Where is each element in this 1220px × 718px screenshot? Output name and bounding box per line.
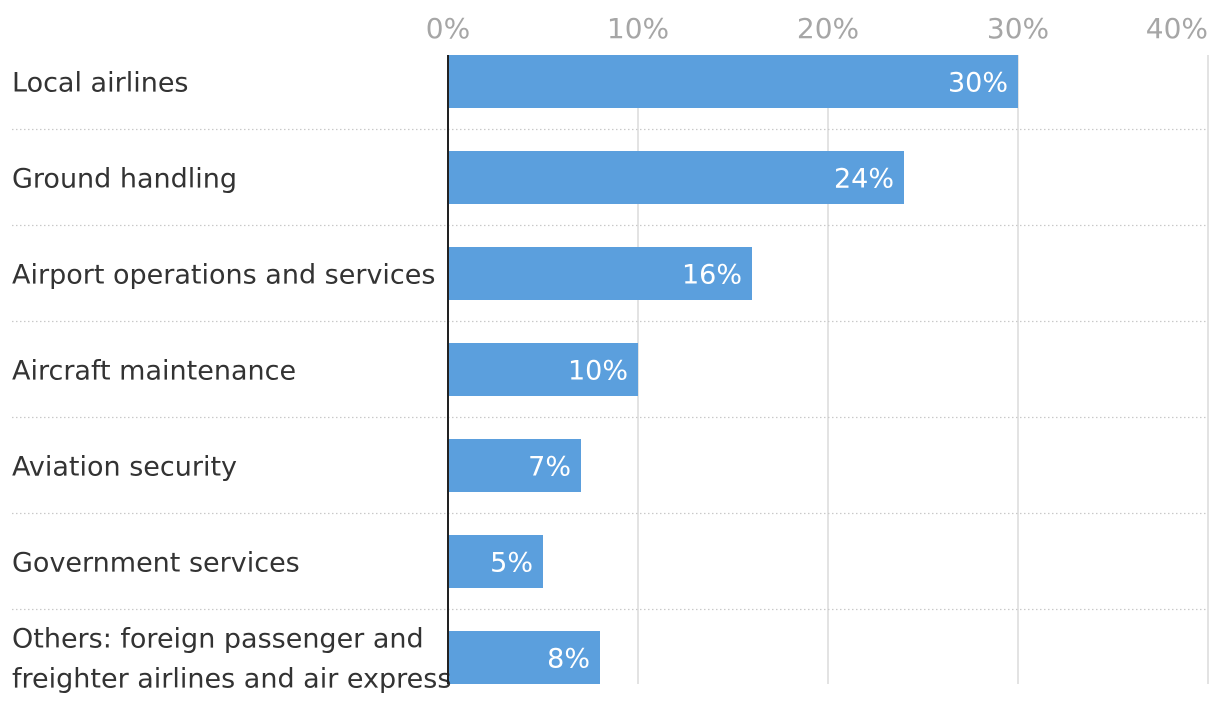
- x-tick-label: 30%: [987, 12, 1049, 45]
- x-tick-label: 40%: [1146, 12, 1208, 45]
- x-tick-label: 20%: [797, 12, 859, 45]
- gridlines: [637, 55, 1209, 684]
- value-label: 16%: [682, 260, 742, 291]
- bar: [448, 343, 638, 396]
- x-tick-label: 10%: [607, 12, 669, 45]
- value-label: 30%: [948, 68, 1008, 99]
- value-label: 10%: [568, 356, 628, 387]
- bar: [448, 535, 543, 588]
- category-label: Local airlines: [12, 68, 189, 99]
- row-separators: [12, 128, 1206, 611]
- category-label: freighter airlines and air express: [12, 664, 451, 695]
- bars: 30% 24% 16% 10% 7% 5% 8%: [448, 55, 1018, 684]
- bar: [448, 55, 1018, 108]
- value-label: 8%: [547, 644, 590, 675]
- bar: [448, 247, 752, 300]
- category-label: Government services: [12, 548, 300, 579]
- x-tick-label: 0%: [426, 12, 470, 45]
- bar: [448, 151, 904, 204]
- category-label: Airport operations and services: [12, 260, 435, 291]
- bar: [448, 631, 600, 684]
- category-label: Ground handling: [12, 164, 237, 195]
- category-label: Aviation security: [12, 452, 237, 483]
- category-labels: Local airlines Ground handling Airport ope…: [12, 68, 451, 695]
- category-label: Aircraft maintenance: [12, 356, 296, 387]
- value-label: 5%: [490, 548, 533, 579]
- value-label: 24%: [834, 164, 894, 195]
- bar: [448, 439, 581, 492]
- value-label: 7%: [528, 452, 571, 483]
- category-label: Others: foreign passenger and: [12, 624, 424, 655]
- x-axis-ticks: 0% 10% 20% 30% 40%: [426, 12, 1208, 45]
